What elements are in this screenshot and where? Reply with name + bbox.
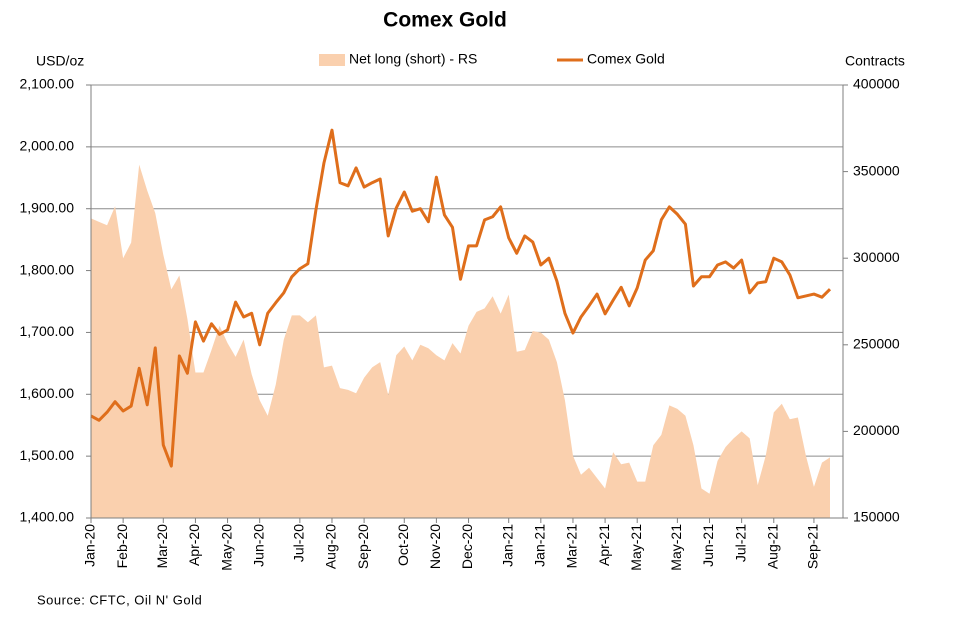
legend-label: Net long (short) - RS (349, 51, 477, 67)
y2-tick-label: 300000 (853, 249, 900, 265)
x-tick-label: Sep-21 (805, 524, 821, 569)
x-tick-label: Apr-21 (596, 524, 612, 566)
x-tick-label: Mar-21 (564, 524, 580, 569)
y-tick-label: 1,600.00 (20, 385, 75, 401)
x-tick-label: Aug-20 (323, 524, 339, 569)
y-tick-label: 1,700.00 (20, 323, 75, 339)
y-tick-label: 2,100.00 (20, 76, 75, 92)
y-tick-label: 1,400.00 (20, 509, 75, 525)
x-tick-label: Jan-20 (82, 524, 98, 567)
y-tick-label: 1,500.00 (20, 447, 75, 463)
y-axis-label: USD/oz (36, 53, 84, 69)
y2-axis-label: Contracts (845, 53, 905, 69)
x-tick-label: Jan-21 (499, 524, 515, 567)
x-tick-label: Mar-20 (154, 524, 170, 569)
y2-tick-label: 350000 (853, 162, 900, 178)
x-tick-label: May-21 (628, 524, 644, 571)
x-tick-label: Jun-21 (700, 524, 716, 567)
y-tick-label: 2,000.00 (20, 138, 75, 154)
x-tick-label: Jul-20 (291, 524, 307, 562)
line (90, 128, 832, 468)
y-tick-label: 1,900.00 (20, 199, 75, 215)
source-note: Source: CFTC, Oil N' Gold (37, 592, 202, 607)
y2-tick-label: 250000 (853, 336, 900, 352)
y2-tick-label: 400000 (853, 76, 900, 92)
y2-tick-label: 200000 (853, 422, 900, 438)
x-tick-label: May-20 (218, 524, 234, 571)
x-tick-label: Dec-20 (459, 524, 475, 569)
x-tick-label: Sep-20 (355, 524, 371, 569)
x-tick-label: Jun-20 (250, 524, 266, 567)
legend-label: Comex Gold (587, 51, 665, 67)
y-tick-label: 1,800.00 (20, 261, 75, 277)
x-tick-label: Feb-20 (114, 524, 130, 569)
x-tick-label: Apr-20 (186, 524, 202, 566)
x-tick-label: May-21 (668, 524, 684, 571)
y2-tick-label: 150000 (853, 509, 900, 525)
area (91, 164, 830, 518)
x-tick-label: Nov-20 (427, 524, 443, 569)
chart-title: Comex Gold (383, 9, 507, 32)
x-tick-label: Jul-21 (732, 524, 748, 562)
x-tick-label: Aug-21 (764, 524, 780, 569)
x-tick-label: Jan-21 (532, 524, 548, 567)
legend-swatch (319, 54, 345, 66)
x-tick-label: Oct-20 (395, 524, 411, 566)
